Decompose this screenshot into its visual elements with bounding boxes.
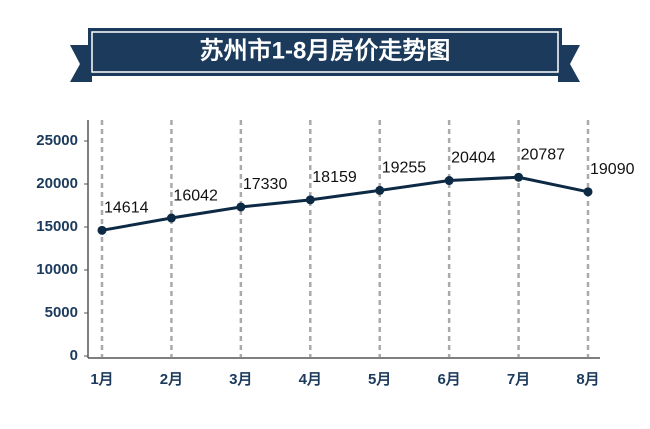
x-tick-label: 3月 <box>229 371 252 388</box>
y-tick-label: 10000 <box>36 261 78 278</box>
x-tick-label: 8月 <box>576 371 599 388</box>
x-tick-label: 4月 <box>299 371 322 388</box>
value-label: 16042 <box>173 187 218 204</box>
ribbon-left <box>70 45 92 82</box>
x-tick-label: 7月 <box>507 371 530 388</box>
y-tick-label: 5000 <box>45 304 78 321</box>
x-tick-label: 1月 <box>90 371 113 388</box>
point <box>583 187 593 197</box>
point <box>166 213 176 223</box>
line <box>101 175 589 232</box>
chart-title: 苏州市1-8月房价走势图 <box>200 36 451 64</box>
point <box>375 185 385 195</box>
x-tick-label: 5月 <box>368 371 391 388</box>
y-tick-label: 25000 <box>36 132 78 149</box>
value-label: 20787 <box>521 146 566 163</box>
x-tick-label: 6月 <box>437 371 460 388</box>
banner-border <box>91 31 559 73</box>
value-label: 18159 <box>312 169 357 186</box>
y-tick-label: 0 <box>70 347 78 364</box>
y-tick-label: 15000 <box>36 218 78 235</box>
y-tick-label: 20000 <box>36 175 78 192</box>
x-tick-label: 2月 <box>160 371 183 388</box>
value-label: 14614 <box>104 200 149 217</box>
banner <box>88 28 562 76</box>
point <box>236 202 246 212</box>
value-label: 19255 <box>382 160 427 177</box>
value-label: 20404 <box>451 150 496 167</box>
point <box>514 172 524 182</box>
point <box>97 225 107 235</box>
value-label: 17330 <box>243 176 288 193</box>
point <box>444 176 454 186</box>
title-banner <box>70 28 580 82</box>
point <box>305 195 315 205</box>
ribbon-right <box>558 45 580 82</box>
value-label: 19090 <box>590 161 635 178</box>
